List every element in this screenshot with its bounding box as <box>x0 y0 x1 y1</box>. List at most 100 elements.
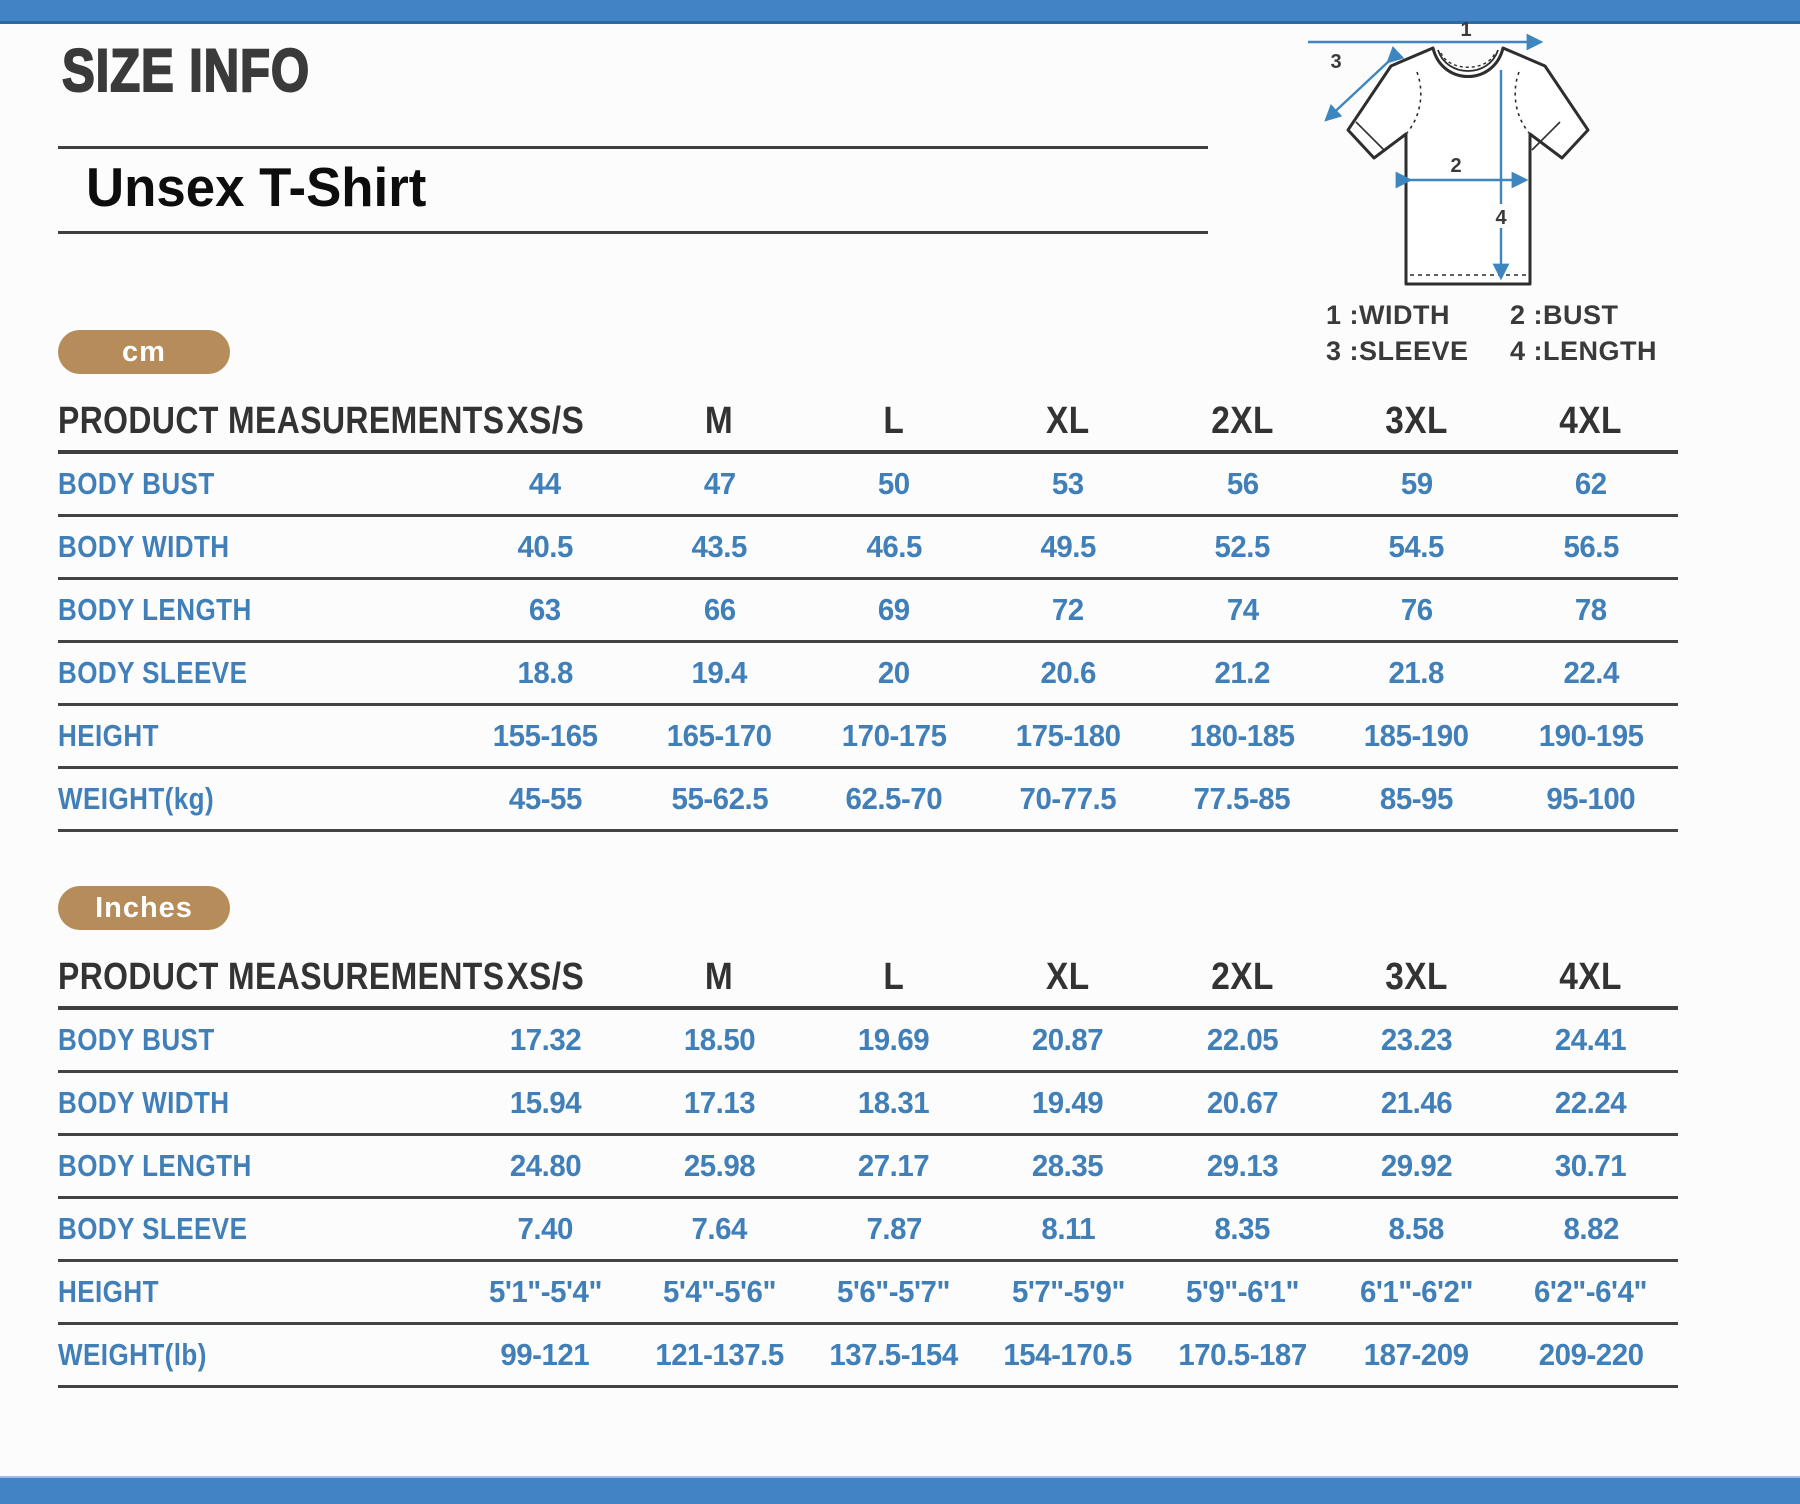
cell-value: 25.98 <box>632 1134 807 1199</box>
cell-value: 170-175 <box>806 704 981 769</box>
length-label-backing <box>1490 204 1512 228</box>
cell-value: 18.31 <box>806 1071 981 1136</box>
cell-value: 21.8 <box>1329 641 1504 706</box>
cell-value: 180-185 <box>1155 704 1330 769</box>
cell-value: 20.67 <box>1155 1071 1330 1136</box>
size-table-inches: PRODUCT MEASUREMENTS XS/S M L XL 2XL 3XL 4XL BO… <box>58 948 1678 1388</box>
cell-value: 17.32 <box>458 1008 633 1073</box>
table-row: WEIGHT(kg) 45-55 55-62.5 62.5-70 70-77.5 77.5… <box>58 767 1678 832</box>
cell-value: 19.49 <box>980 1071 1156 1136</box>
row-label: BODY BUST <box>58 1008 458 1073</box>
cell-value: 137.5-154 <box>806 1323 981 1388</box>
measurements-column-header: PRODUCT MEASUREMENTS <box>58 392 504 454</box>
size-column-header: 4XL <box>1503 392 1678 454</box>
row-label: HEIGHT <box>58 704 458 769</box>
cell-value: 15.94 <box>458 1071 633 1136</box>
product-name: Unsex T-Shirt <box>86 156 427 218</box>
legend-sleeve: 3 :SLEEVE <box>1326 336 1469 366</box>
cell-value: 17.13 <box>632 1071 807 1136</box>
cell-value: 154-170.5 <box>980 1323 1156 1388</box>
cell-value: 44 <box>458 452 633 517</box>
cell-value: 59 <box>1329 452 1504 517</box>
cell-value: 18.8 <box>458 641 633 706</box>
cell-value: 56.5 <box>1503 515 1678 580</box>
table-row: BODY LENGTH 63 66 69 72 74 76 78 <box>58 578 1678 643</box>
size-column-header: 3XL <box>1329 948 1504 1010</box>
diagram-legend: 1 :WIDTH 2 :BUST 3 :SLEEVE 4 :LENGTH <box>1326 300 1657 367</box>
measurements-column-header: PRODUCT MEASUREMENTS <box>58 948 504 1010</box>
cell-value: 20.87 <box>980 1008 1156 1073</box>
cell-value: 19.69 <box>806 1008 981 1073</box>
sleeve-arrow-label: 3 <box>1330 51 1341 73</box>
table-row: HEIGHT 5'1"-5'4" 5'4"-5'6" 5'6"-5'7" 5'7"-5'… <box>58 1260 1678 1325</box>
cell-value: 170.5-187 <box>1155 1323 1330 1388</box>
cell-value: 7.87 <box>806 1197 981 1262</box>
cell-value: 6'2"-6'4" <box>1503 1260 1678 1325</box>
size-column-header: L <box>806 392 981 454</box>
cell-value: 85-95 <box>1329 767 1504 832</box>
cell-value: 69 <box>806 578 981 643</box>
cell-value: 24.80 <box>458 1134 633 1199</box>
row-label: BODY SLEEVE <box>58 641 458 706</box>
table-row: BODY SLEEVE 18.8 19.4 20 20.6 21.2 21.8 22.4 <box>58 641 1678 706</box>
row-label: BODY LENGTH <box>58 1134 458 1199</box>
cell-value: 56 <box>1155 452 1330 517</box>
cell-value: 62.5-70 <box>806 767 981 832</box>
size-column-header: 3XL <box>1329 392 1504 454</box>
unit-badge-cm: cm <box>58 330 230 374</box>
cell-value: 209-220 <box>1503 1323 1678 1388</box>
cm-table-section: PRODUCT MEASUREMENTS XS/S M L XL 2XL 3XL 4XL BO… <box>58 392 1678 832</box>
cell-value: 29.92 <box>1329 1134 1504 1199</box>
cell-value: 22.4 <box>1503 641 1678 706</box>
size-column-header: 2XL <box>1155 948 1330 1010</box>
cell-value: 20.6 <box>980 641 1156 706</box>
cell-value: 46.5 <box>806 515 981 580</box>
row-label: BODY LENGTH <box>58 578 458 643</box>
size-column-header: XL <box>980 392 1156 454</box>
legend-length: 4 :LENGTH <box>1510 336 1658 366</box>
cell-value: 22.05 <box>1155 1008 1330 1073</box>
table-row: BODY WIDTH 15.94 17.13 18.31 19.49 20.67 21.46… <box>58 1071 1678 1136</box>
length-arrow-label: 4 <box>1495 207 1507 229</box>
cell-value: 53 <box>980 452 1156 517</box>
row-label: BODY SLEEVE <box>58 1197 458 1262</box>
size-column-header: XS/S <box>458 948 633 1010</box>
cell-value: 29.13 <box>1155 1134 1330 1199</box>
cell-value: 18.50 <box>632 1008 807 1073</box>
row-label: BODY BUST <box>58 452 458 517</box>
cell-value: 185-190 <box>1329 704 1504 769</box>
cell-value: 76 <box>1329 578 1504 643</box>
size-column-header: L <box>806 948 981 1010</box>
table-row: HEIGHT 155-165 165-170 170-175 175-180 180-18… <box>58 704 1678 769</box>
cell-value: 43.5 <box>632 515 807 580</box>
tshirt-outline <box>1346 46 1590 286</box>
row-label: WEIGHT(lb) <box>58 1323 458 1388</box>
left-cuff-line <box>1355 121 1385 151</box>
legend-width: 1 :WIDTH <box>1326 300 1450 330</box>
page-title: SIZE INFO <box>61 36 310 105</box>
cell-value: 5'7"-5'9" <box>980 1260 1156 1325</box>
size-column-header: XL <box>980 948 1156 1010</box>
cell-value: 8.82 <box>1503 1197 1678 1262</box>
cell-value: 22.24 <box>1503 1071 1678 1136</box>
size-column-header: M <box>632 392 807 454</box>
row-label: BODY WIDTH <box>58 515 458 580</box>
size-column-header: 2XL <box>1155 392 1330 454</box>
inches-table-section: PRODUCT MEASUREMENTS XS/S M L XL 2XL 3XL 4XL BO… <box>58 948 1678 1388</box>
table-row: BODY BUST 44 47 50 53 56 59 62 <box>58 452 1678 517</box>
cell-value: 5'9"-6'1" <box>1155 1260 1330 1325</box>
size-column-header: XS/S <box>458 392 633 454</box>
table-row: WEIGHT(lb) 99-121 121-137.5 137.5-154 154-17… <box>58 1323 1678 1388</box>
cell-value: 5'1"-5'4" <box>458 1260 633 1325</box>
cell-value: 8.11 <box>980 1197 1156 1262</box>
header-row: PRODUCT MEASUREMENTS XS/S M L XL 2XL 3XL 4XL <box>58 392 1678 454</box>
legend-bust: 2 :BUST <box>1510 300 1619 330</box>
tshirt-diagram: 1 2 3 4 <box>1308 22 1590 286</box>
row-label: HEIGHT <box>58 1260 458 1325</box>
cell-value: 49.5 <box>980 515 1156 580</box>
cell-value: 77.5-85 <box>1155 767 1330 832</box>
cell-value: 28.35 <box>980 1134 1156 1199</box>
header-row: PRODUCT MEASUREMENTS XS/S M L XL 2XL 3XL 4XL <box>58 948 1678 1010</box>
cell-value: 47 <box>632 452 807 517</box>
bust-arrow-label: 2 <box>1450 155 1461 177</box>
